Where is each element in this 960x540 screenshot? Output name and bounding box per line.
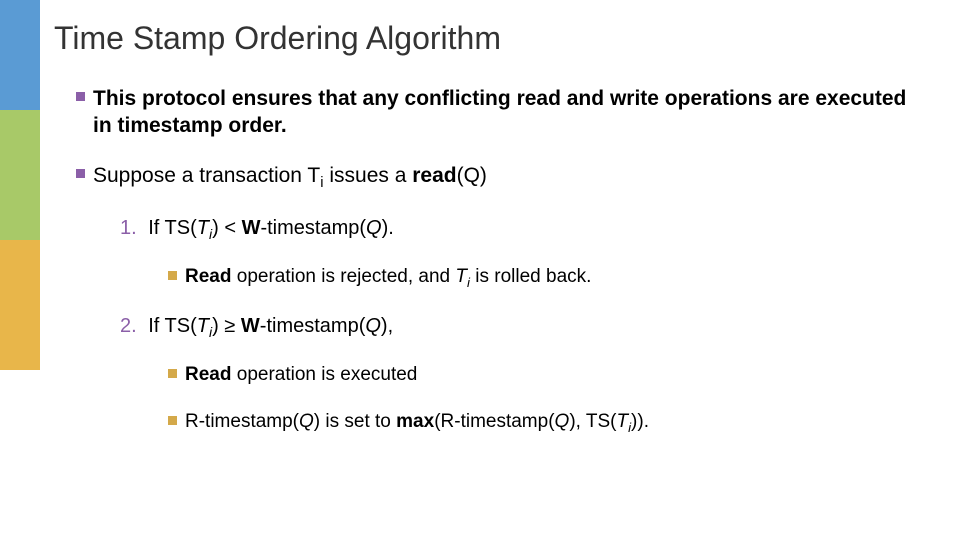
bullet-1: This protocol ensures that any conflicti… [76,85,930,140]
numbered-2-text: 2. If TS(Ti) ≥ W-timestamp(Q), [120,313,393,341]
sub-bullet-2: Read operation is executed [168,363,930,388]
sub-bullet-1-text: Read operation is rejected, and Ti is ro… [185,265,591,291]
sidebar-accent [0,0,40,540]
numbered-1: 1. If TS(Ti) < W-timestamp(Q). [120,215,930,243]
bullet-1-text: This protocol ensures that any conflicti… [93,85,930,140]
slide-content: Time Stamp Ordering Algorithm This proto… [50,20,930,458]
square-bullet-icon [168,369,177,378]
sub-bullet-2-text: Read operation is executed [185,363,417,388]
sidebar-seg-1 [0,0,40,110]
square-bullet-icon [76,92,85,101]
numbered-1-text: 1. If TS(Ti) < W-timestamp(Q). [120,215,394,243]
sidebar-seg-4 [0,370,40,540]
slide-title: Time Stamp Ordering Algorithm [54,20,930,57]
sidebar-seg-2 [0,110,40,240]
square-bullet-icon [168,271,177,280]
numbered-2: 2. If TS(Ti) ≥ W-timestamp(Q), [120,313,930,341]
bullet-2-text: Suppose a transaction Ti issues a read(Q… [93,162,487,193]
square-bullet-icon [76,169,85,178]
sub-bullet-3: R-timestamp(Q) is set to max(R-timestamp… [168,410,930,436]
sub-bullet-1: Read operation is rejected, and Ti is ro… [168,265,930,291]
square-bullet-icon [168,416,177,425]
bullet-2: Suppose a transaction Ti issues a read(Q… [76,162,930,193]
sub-bullet-3-text: R-timestamp(Q) is set to max(R-timestamp… [185,410,649,436]
sidebar-seg-3 [0,240,40,370]
